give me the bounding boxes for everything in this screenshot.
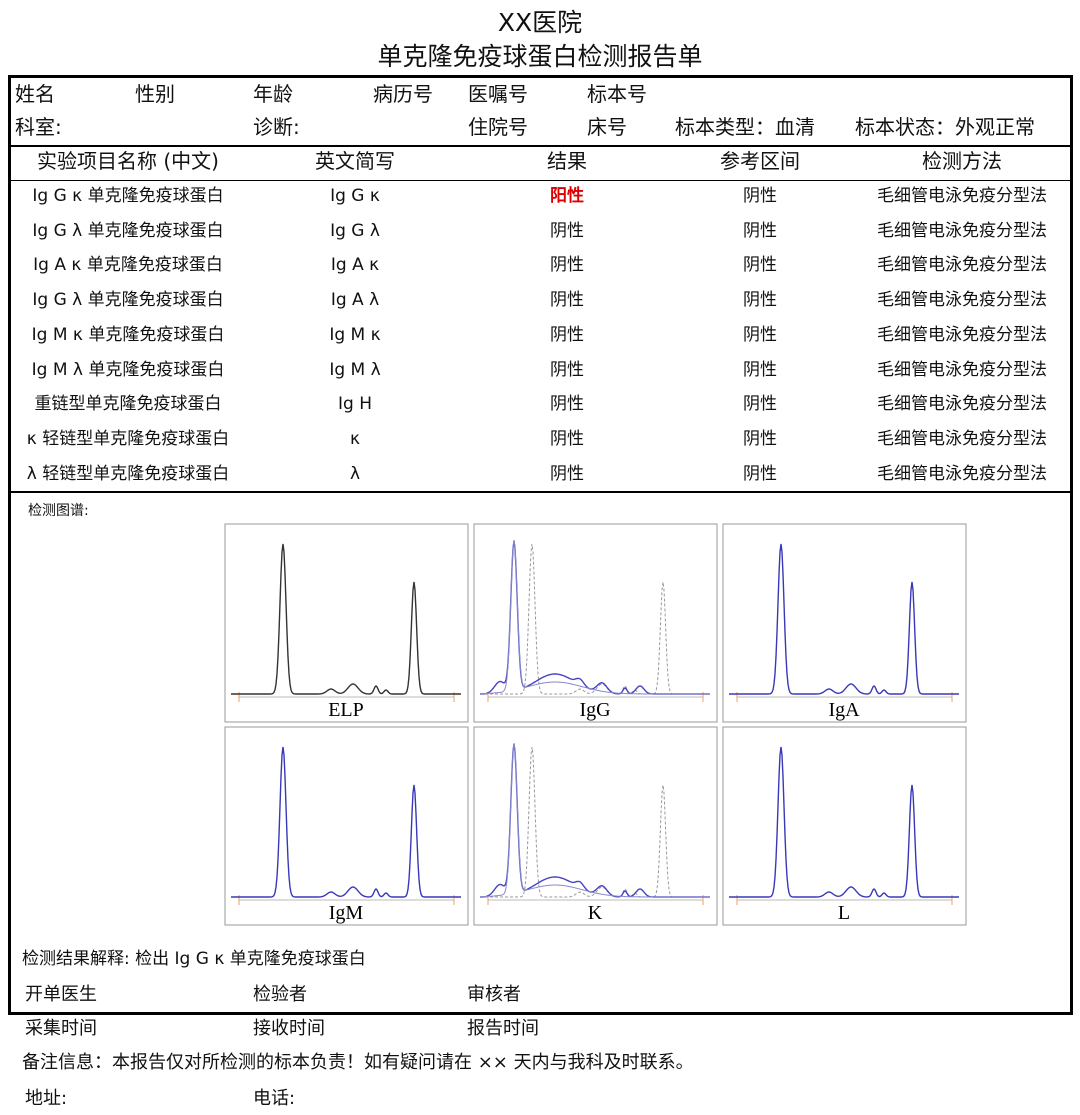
table-cell: 阴性 [743, 290, 777, 311]
table-cell: 阴性 [743, 394, 777, 415]
signature-field: 开单医生 [25, 984, 97, 1005]
contact-field: 电话: [253, 1088, 296, 1109]
table-cell: 阴性 [743, 359, 777, 380]
table-cell: λ 轻链型单克隆免疫球蛋白 [26, 463, 230, 484]
table-cell: κ [349, 428, 361, 449]
patient-field: 性别 [135, 82, 175, 106]
report-frame [8, 75, 1073, 1015]
column-header: 英文简写 [315, 149, 395, 173]
patient-field: 住院号 [468, 115, 528, 139]
report-title: 单克隆免疫球蛋白检测报告单 [377, 42, 703, 71]
divider [8, 180, 1073, 181]
patient-field: 医嘱号 [468, 82, 528, 106]
table-cell: Ig H [338, 394, 372, 415]
table-cell: 阴性 [550, 290, 584, 311]
table-cell: λ [349, 463, 361, 484]
patient-field: 病历号 [373, 82, 433, 106]
table-cell: 毛细管电泳免疫分型法 [877, 220, 1047, 241]
hospital-name: XX医院 [497, 8, 583, 37]
time-field: 接收时间 [253, 1018, 325, 1039]
interpretation: 检测结果解释: 检出 Ig G κ 单克隆免疫球蛋白 [22, 949, 366, 969]
table-cell: κ 轻链型单克隆免疫球蛋白 [26, 428, 230, 449]
table-cell: 阴性 [743, 255, 777, 276]
patient-field: 床号 [587, 115, 627, 139]
column-header: 检测方法 [922, 149, 1002, 173]
time-field: 报告时间 [467, 1018, 539, 1039]
table-cell: Ig A κ 单克隆免疫球蛋白 [33, 255, 223, 276]
patient-field: 年龄 [253, 82, 293, 106]
table-cell: 阴性 [743, 428, 777, 449]
table-cell: 阴性 [550, 220, 584, 241]
patient-field: 诊断: [253, 115, 300, 139]
table-cell: 毛细管电泳免疫分型法 [877, 186, 1047, 206]
signature-field: 审核者 [467, 984, 521, 1005]
table-cell: 阴性 [743, 220, 777, 241]
patient-field: 标本号 [587, 82, 647, 106]
table-cell: 毛细管电泳免疫分型法 [877, 324, 1047, 345]
table-cell: Ig M κ 单克隆免疫球蛋白 [31, 324, 225, 345]
table-cell: Ig G λ 单克隆免疫球蛋白 [32, 220, 224, 241]
table-cell: 毛细管电泳免疫分型法 [877, 463, 1047, 484]
column-header: 实验项目名称 (中文) [37, 149, 219, 173]
table-cell: 阴性 [550, 463, 584, 484]
table-cell: 阴性 [743, 324, 777, 345]
table-cell: 阴性 [550, 428, 584, 449]
table-cell: 阴性 [550, 359, 584, 380]
column-header: 参考区间 [720, 149, 800, 173]
table-cell: 毛细管电泳免疫分型法 [877, 428, 1047, 449]
table-cell: 阴性 [743, 463, 777, 484]
table-cell: 阴性 [550, 255, 584, 276]
table-cell: Ig A λ [330, 290, 380, 311]
table-cell: Ig M κ [329, 324, 381, 345]
table-cell: 毛细管电泳免疫分型法 [877, 359, 1047, 380]
table-cell: 阳性 [550, 186, 584, 206]
table-cell: Ig G λ [330, 220, 380, 241]
table-cell: 毛细管电泳免疫分型法 [877, 255, 1047, 276]
contact-field: 地址: [25, 1088, 68, 1109]
signature-field: 检验者 [253, 984, 307, 1005]
table-cell: 重链型单克隆免疫球蛋白 [34, 394, 222, 415]
table-cell: 毛细管电泳免疫分型法 [877, 290, 1047, 311]
table-cell: Ig M λ [329, 359, 381, 380]
table-cell: Ig M λ 单克隆免疫球蛋白 [31, 359, 225, 380]
table-cell: 阴性 [550, 324, 584, 345]
table-cell: Ig A κ [330, 255, 380, 276]
note: 备注信息：本报告仅对所检测的标本负责！如有疑问请在 ×× 天内与我科及时联系。 [22, 1052, 694, 1073]
divider [8, 145, 1073, 147]
table-cell: Ig G κ [330, 186, 380, 206]
spectrum-label: 检测图谱: [28, 503, 89, 519]
patient-field: 标本类型：血清 [675, 115, 815, 139]
divider [8, 491, 1073, 493]
table-cell: 毛细管电泳免疫分型法 [877, 394, 1047, 415]
table-cell: 阴性 [550, 394, 584, 415]
time-field: 采集时间 [25, 1018, 97, 1039]
table-cell: Ig G κ 单克隆免疫球蛋白 [32, 186, 224, 206]
patient-field: 科室: [15, 115, 62, 139]
table-cell: Ig G λ 单克隆免疫球蛋白 [32, 290, 224, 311]
column-header: 结果 [547, 149, 587, 173]
patient-field: 标本状态：外观正常 [855, 115, 1035, 139]
patient-field: 姓名 [15, 82, 55, 106]
table-cell: 阴性 [743, 186, 777, 206]
